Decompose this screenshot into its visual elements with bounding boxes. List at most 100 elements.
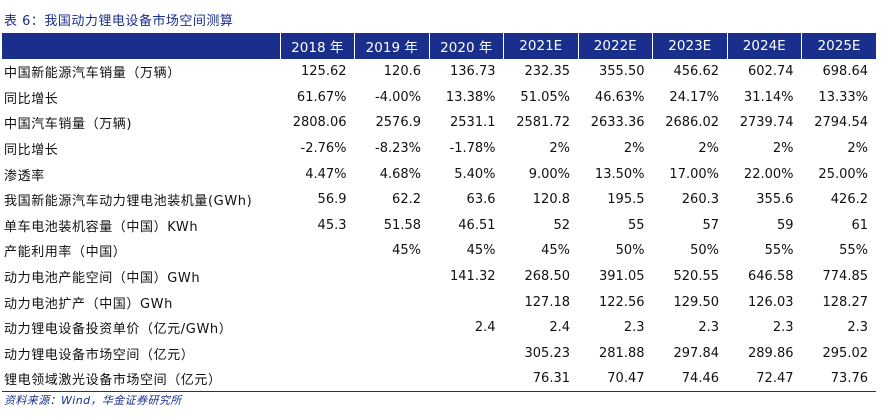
- table-cell: [280, 289, 355, 315]
- table-cell: 268.50: [524, 269, 571, 285]
- header-cell-year: 2020 年: [429, 33, 504, 59]
- header-cell-year: 2024E: [727, 33, 802, 59]
- table-cell: 120.6: [383, 64, 421, 80]
- table-row: 渗透率 4.47% 4.68% 5.40% 9.00% 13.50% 17.00% 22.00…: [2, 161, 876, 187]
- table-cell: 774.85: [822, 269, 869, 285]
- table-cell: 56.9: [317, 192, 347, 208]
- row-label: 渗透率: [4, 168, 45, 184]
- header-cell-year: 2025E: [817, 38, 861, 54]
- table-row: 同比增长 -2.76% -8.23% -1.78% 2% 2% 2% 2% 2%: [2, 136, 876, 162]
- table-cell: 2%: [772, 141, 794, 157]
- table-cell: 295.02: [822, 345, 869, 361]
- table-cell: 22.00%: [743, 166, 794, 182]
- table-cell: 63.6: [466, 192, 496, 208]
- table-cell: [280, 341, 355, 367]
- table-row: 单车电池装机容量（中国）KWh 45.3 51.58 46.51 52 55 57 59 61: [2, 213, 876, 239]
- table-cell: 122.56: [599, 294, 645, 310]
- table-cell: 129.50: [673, 294, 720, 310]
- table-cell: 4.68%: [379, 166, 421, 182]
- table-cell: 13.50%: [594, 166, 645, 182]
- table-cell: 55: [627, 217, 645, 233]
- table-cell: -8.23%: [375, 141, 421, 157]
- table-row: 锂电领域激光设备市场空间（亿元） 76.31 70.47 74.46 72.47 73.7…: [2, 366, 876, 393]
- table-cell: [429, 341, 504, 367]
- table-body: 中国新能源汽车销量（万辆） 125.62 120.6 136.73 232.35 355.…: [2, 59, 876, 393]
- row-label: 单车电池装机容量（中国）KWh: [4, 219, 199, 235]
- table-row: 中国汽车销量（万辆) 2808.06 2576.9 2531.1 2581.72 2633…: [2, 110, 876, 136]
- table-cell: 232.35: [524, 64, 571, 80]
- table-cell: 45%: [466, 243, 496, 259]
- table-cell: 50%: [690, 243, 719, 259]
- table-row: 我国新能源汽车动力锂电池装机量(GWh) 56.9 62.2 63.6 120.8 195…: [2, 187, 876, 213]
- table-cell: 73.76: [801, 366, 876, 393]
- table-cell: 55%: [764, 243, 794, 259]
- table-cell: 289.86: [748, 345, 794, 361]
- table-cell: 2.3: [698, 320, 719, 336]
- row-label: 同比增长: [4, 143, 59, 159]
- table-cell: 13.38%: [445, 89, 496, 105]
- table-cell: -4.00%: [375, 89, 421, 105]
- table-cell: 120.8: [532, 192, 570, 208]
- row-label: 同比增长: [4, 91, 59, 107]
- table-cell: 2.3: [847, 320, 868, 336]
- row-label: 产能利用率（中国）: [4, 245, 127, 261]
- table-cell: 31.14%: [743, 89, 794, 105]
- row-label: 动力电池扩产（中国）GWh: [4, 296, 173, 312]
- table-cell: 46.51: [458, 217, 496, 233]
- table-cell: [355, 341, 430, 367]
- table-cell: 59: [776, 217, 794, 233]
- header-cell-label: [2, 33, 281, 59]
- table-cell: -2.76%: [300, 141, 347, 157]
- table-cell: [429, 366, 504, 393]
- table-cell: 5.40%: [454, 166, 496, 182]
- table-cell: 72.47: [727, 366, 802, 393]
- table-header-row: 2018 年 2019 年 2020 年 2021E 2022E 2023E 2…: [2, 33, 876, 59]
- table-cell: 2531.1: [450, 115, 496, 131]
- source-note: 资料来源：Wind，华金证券研究所: [4, 394, 182, 407]
- table-cell: 646.58: [748, 269, 794, 285]
- table-cell: [280, 238, 355, 264]
- table-cell: 52: [553, 217, 570, 233]
- table-cell: 45.3: [317, 217, 347, 233]
- table-cell: 2739.74: [739, 115, 794, 131]
- table-row: 动力电池扩产（中国）GWh 127.18 122.56 129.50 126.03 128…: [2, 289, 876, 315]
- table-cell: 456.62: [673, 64, 720, 80]
- table-row: 动力锂电设备投资单价（亿元/GWh） 2.4 2.4 2.3 2.3 2.3 2.3: [2, 315, 876, 341]
- market-estimate-table: 2018 年 2019 年 2020 年 2021E 2022E 2023E 2…: [2, 33, 876, 393]
- table-cell: 355.6: [756, 192, 794, 208]
- table-cell: 141.32: [450, 269, 496, 285]
- table-cell: 24.17%: [669, 89, 719, 105]
- table-cell: 51.58: [383, 217, 421, 233]
- table-cell: 127.18: [524, 294, 571, 310]
- table-cell: 2%: [847, 141, 868, 157]
- table-cell: [280, 315, 355, 341]
- table-cell: 128.27: [822, 294, 869, 310]
- table-row: 产能利用率（中国） 45% 45% 45% 50% 50% 55% 55%: [2, 238, 876, 264]
- table-cell: 76.31: [503, 366, 578, 393]
- table-cell: 520.55: [673, 269, 720, 285]
- table-cell: 126.03: [748, 294, 794, 310]
- table-cell: 61: [851, 217, 868, 233]
- table-cell: 2.3: [623, 320, 645, 336]
- table-row: 同比增长 61.67% -4.00% 13.38% 51.05% 46.63% 24.17%…: [2, 85, 876, 111]
- table-cell: 2581.72: [516, 115, 570, 131]
- row-label: 动力电池产能空间（中国）GWh: [4, 271, 201, 287]
- table-cell: 51.05%: [520, 89, 570, 105]
- table-cell: [355, 315, 430, 341]
- table-cell: 2576.9: [375, 115, 422, 131]
- row-label: 中国新能源汽车销量（万辆）: [4, 66, 181, 82]
- table-cell: 46.63%: [594, 89, 645, 105]
- table-cell: 45%: [541, 243, 570, 259]
- table-caption: 表 6：我国动力锂电设备市场空间测算: [4, 14, 234, 29]
- table-cell: 2794.54: [814, 115, 868, 131]
- table-cell: 2%: [698, 141, 719, 157]
- table-cell: 9.00%: [528, 166, 570, 182]
- table-cell: 136.73: [450, 64, 496, 80]
- table-cell: [280, 264, 355, 290]
- table-cell: 355.50: [599, 64, 645, 80]
- header-cell-year: 2018 年: [280, 33, 355, 59]
- table-cell: 2686.02: [665, 115, 719, 131]
- table-cell: [429, 289, 504, 315]
- table-cell: 13.33%: [818, 89, 868, 105]
- table-cell: -1.78%: [449, 141, 496, 157]
